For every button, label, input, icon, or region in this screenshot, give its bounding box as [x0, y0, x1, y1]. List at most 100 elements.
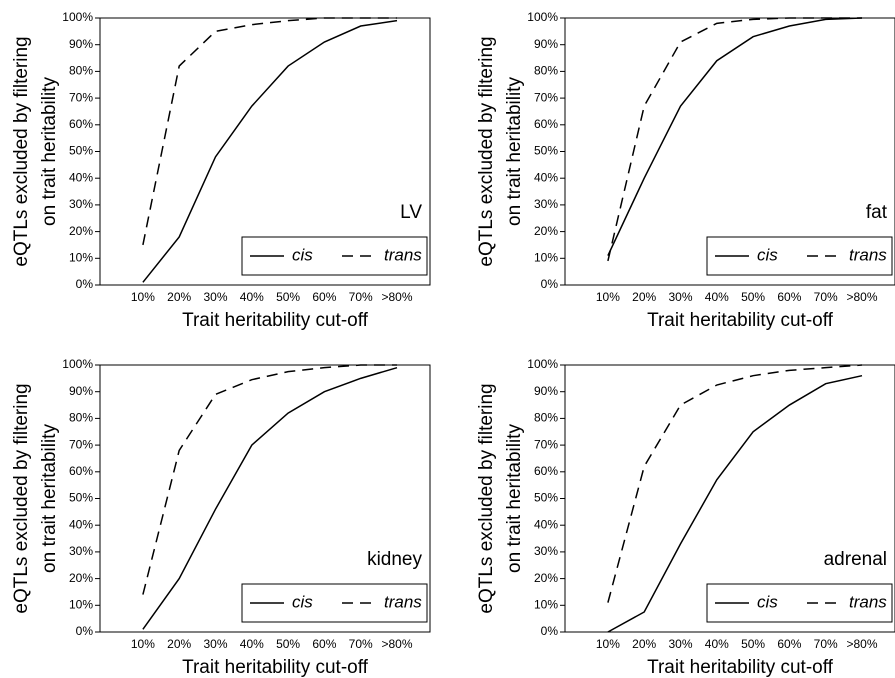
x-tick-label: 40%: [705, 290, 729, 304]
x-tick-label: 50%: [741, 637, 765, 651]
x-tick-label: 20%: [167, 637, 191, 651]
legend-label: trans: [849, 592, 887, 611]
y-tick-label: 0%: [541, 624, 559, 638]
y-axis-label: on trait heritability: [504, 424, 525, 573]
panel-annotation: LV: [400, 202, 422, 223]
y-tick-label: 90%: [534, 384, 558, 398]
panel-annotation: kidney: [367, 549, 422, 570]
x-tick-label: >80%: [846, 637, 877, 651]
y-tick-label: 30%: [69, 544, 93, 558]
y-axis-label: eQTLs excluded by filtering: [11, 36, 32, 266]
series-line: [607, 374, 863, 633]
y-tick-label: 80%: [534, 64, 558, 78]
y-tick-label: 50%: [69, 144, 93, 158]
y-tick-label: 90%: [69, 37, 93, 51]
y-tick-label: 100%: [62, 357, 93, 371]
y-tick-label: 20%: [69, 224, 93, 238]
y-axis-label: eQTLs excluded by filtering: [11, 383, 32, 613]
y-tick-label: 30%: [69, 197, 93, 211]
x-tick-label: 60%: [312, 290, 336, 304]
y-tick-label: 20%: [534, 571, 558, 585]
panel-annotation: fat: [866, 202, 888, 223]
x-tick-label: 20%: [632, 290, 656, 304]
panel: 0% 10% 20% 30% 40% 50% 60% 70% 80% 90% 100% 10% 20% 3…: [476, 357, 895, 678]
x-axis-label: Trait heritability cut-off: [182, 310, 369, 331]
x-axis-label: Trait heritability cut-off: [182, 657, 369, 678]
panel: 0% 10% 20% 30% 40% 50% 60% 70% 80% 90% 100% 10% 20% 3…: [11, 10, 431, 331]
y-tick-label: 60%: [534, 464, 558, 478]
y-tick-label: 30%: [534, 197, 558, 211]
x-tick-label: 10%: [131, 290, 155, 304]
x-tick-label: >80%: [381, 637, 412, 651]
y-tick-label: 40%: [534, 170, 558, 184]
y-axis-label: eQTLs excluded by filtering: [476, 36, 497, 266]
y-tick-label: 70%: [534, 437, 558, 451]
y-tick-label: 70%: [69, 437, 93, 451]
y-tick-label: 90%: [69, 384, 93, 398]
legend-label: trans: [384, 245, 422, 264]
y-axis-label: eQTLs excluded by filtering: [476, 383, 497, 613]
y-tick-label: 10%: [69, 250, 93, 264]
y-tick-label: 70%: [69, 90, 93, 104]
y-tick-label: 60%: [534, 117, 558, 131]
x-tick-label: 40%: [705, 637, 729, 651]
legend-label: cis: [292, 592, 313, 611]
x-tick-label: 70%: [814, 637, 838, 651]
x-tick-label: 50%: [276, 290, 300, 304]
x-tick-label: 60%: [777, 290, 801, 304]
y-tick-label: 10%: [69, 597, 93, 611]
legend-label: trans: [384, 592, 422, 611]
panel-annotation: adrenal: [824, 549, 887, 570]
x-tick-label: 20%: [167, 290, 191, 304]
x-tick-label: 50%: [276, 637, 300, 651]
y-tick-label: 90%: [534, 37, 558, 51]
x-tick-label: 10%: [131, 637, 155, 651]
x-tick-label: >80%: [846, 290, 877, 304]
x-axis-label: Trait heritability cut-off: [647, 310, 834, 331]
y-tick-label: 50%: [534, 491, 558, 505]
y-tick-label: 100%: [62, 10, 93, 24]
legend-label: cis: [292, 245, 313, 264]
y-tick-label: 20%: [69, 571, 93, 585]
y-tick-label: 50%: [534, 144, 558, 158]
y-tick-label: 100%: [527, 10, 558, 24]
legend-label: cis: [757, 592, 778, 611]
y-tick-label: 0%: [76, 624, 94, 638]
y-tick-label: 80%: [69, 64, 93, 78]
y-tick-label: 0%: [76, 277, 94, 291]
y-tick-label: 10%: [534, 597, 558, 611]
x-tick-label: 30%: [668, 637, 692, 651]
x-tick-label: 50%: [741, 290, 765, 304]
legend-label: trans: [849, 245, 887, 264]
y-tick-label: 40%: [69, 517, 93, 531]
x-tick-label: 30%: [203, 290, 227, 304]
y-axis-label: on trait heritability: [504, 77, 525, 226]
y-tick-label: 80%: [534, 411, 558, 425]
series-line: [142, 19, 398, 283]
series-line: [142, 366, 398, 630]
y-tick-label: 70%: [534, 90, 558, 104]
x-tick-label: 20%: [632, 637, 656, 651]
x-axis-label: Trait heritability cut-off: [647, 657, 834, 678]
x-tick-label: 60%: [312, 637, 336, 651]
series-line: [607, 17, 862, 262]
y-tick-label: 0%: [541, 277, 559, 291]
x-tick-label: 10%: [596, 637, 620, 651]
x-tick-label: 40%: [240, 290, 264, 304]
y-tick-label: 40%: [69, 170, 93, 184]
series-line: [607, 17, 863, 256]
x-tick-label: 30%: [668, 290, 692, 304]
y-tick-label: 60%: [69, 117, 93, 131]
x-tick-label: 70%: [814, 290, 838, 304]
x-tick-label: 70%: [349, 290, 373, 304]
y-tick-label: 100%: [527, 357, 558, 371]
y-tick-label: 40%: [534, 517, 558, 531]
y-axis-label: on trait heritability: [39, 77, 60, 226]
panel: 0% 10% 20% 30% 40% 50% 60% 70% 80% 90% 100% 10% 20% 3…: [11, 357, 431, 678]
legend-label: cis: [757, 245, 778, 264]
series-line: [142, 17, 397, 246]
y-tick-label: 20%: [534, 224, 558, 238]
x-tick-label: 40%: [240, 637, 264, 651]
x-tick-label: >80%: [381, 290, 412, 304]
